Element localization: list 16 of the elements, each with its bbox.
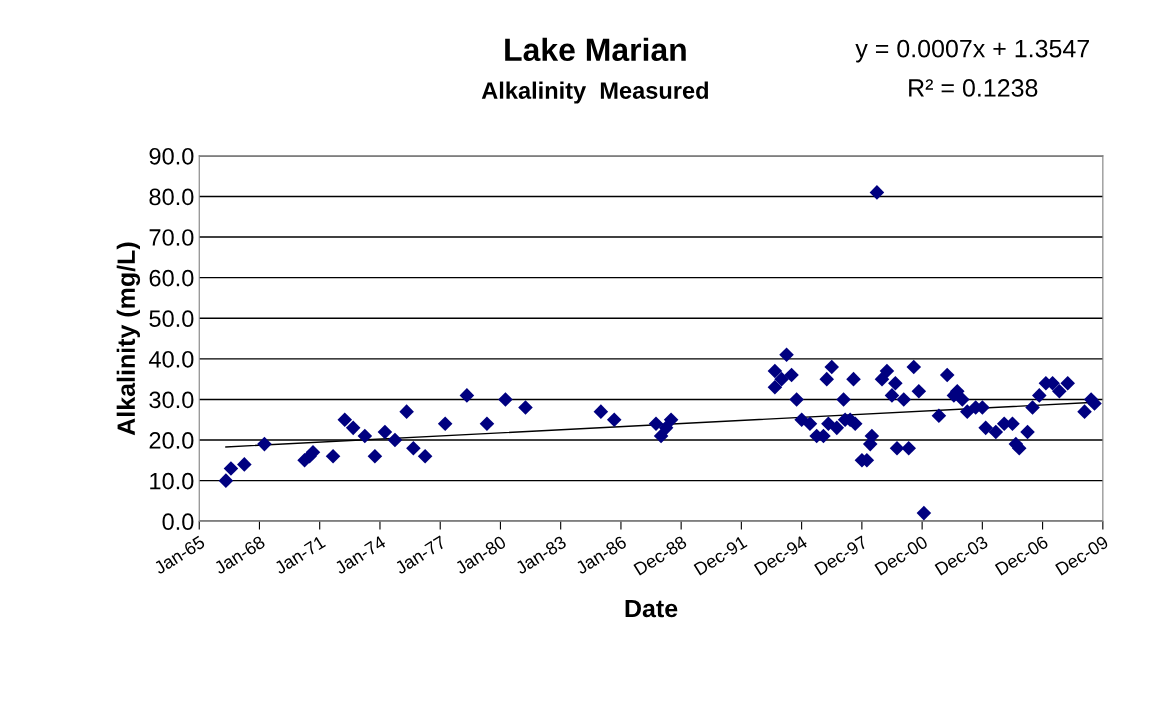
y-tick-label: 80.0 <box>149 188 194 206</box>
x-axis-title: Date <box>625 599 678 618</box>
y-tick-label: 90.0 <box>149 147 194 165</box>
y-tick-label: 20.0 <box>149 432 194 449</box>
y-axis-title: Alkalinity (mg/L) <box>116 242 141 436</box>
text: y = 0.0007x + 1.3547 <box>855 39 1089 63</box>
text: R² = 0.1238 <box>909 79 1038 97</box>
y-tick-label: 70.0 <box>149 229 194 246</box>
y-tick-label: 0.0 <box>162 513 194 531</box>
y-tick-label: 40.0 <box>148 350 194 368</box>
y-tick-label: 10.0 <box>150 472 194 490</box>
chart-subtitle: Alkalinity Measured <box>481 81 708 104</box>
y-tick-label: 50.0 <box>149 310 194 328</box>
y-tick-label: 60.0 <box>149 269 194 287</box>
y-tick-label: 30.0 <box>149 391 194 409</box>
chart-title: Lake Marian <box>505 37 686 62</box>
